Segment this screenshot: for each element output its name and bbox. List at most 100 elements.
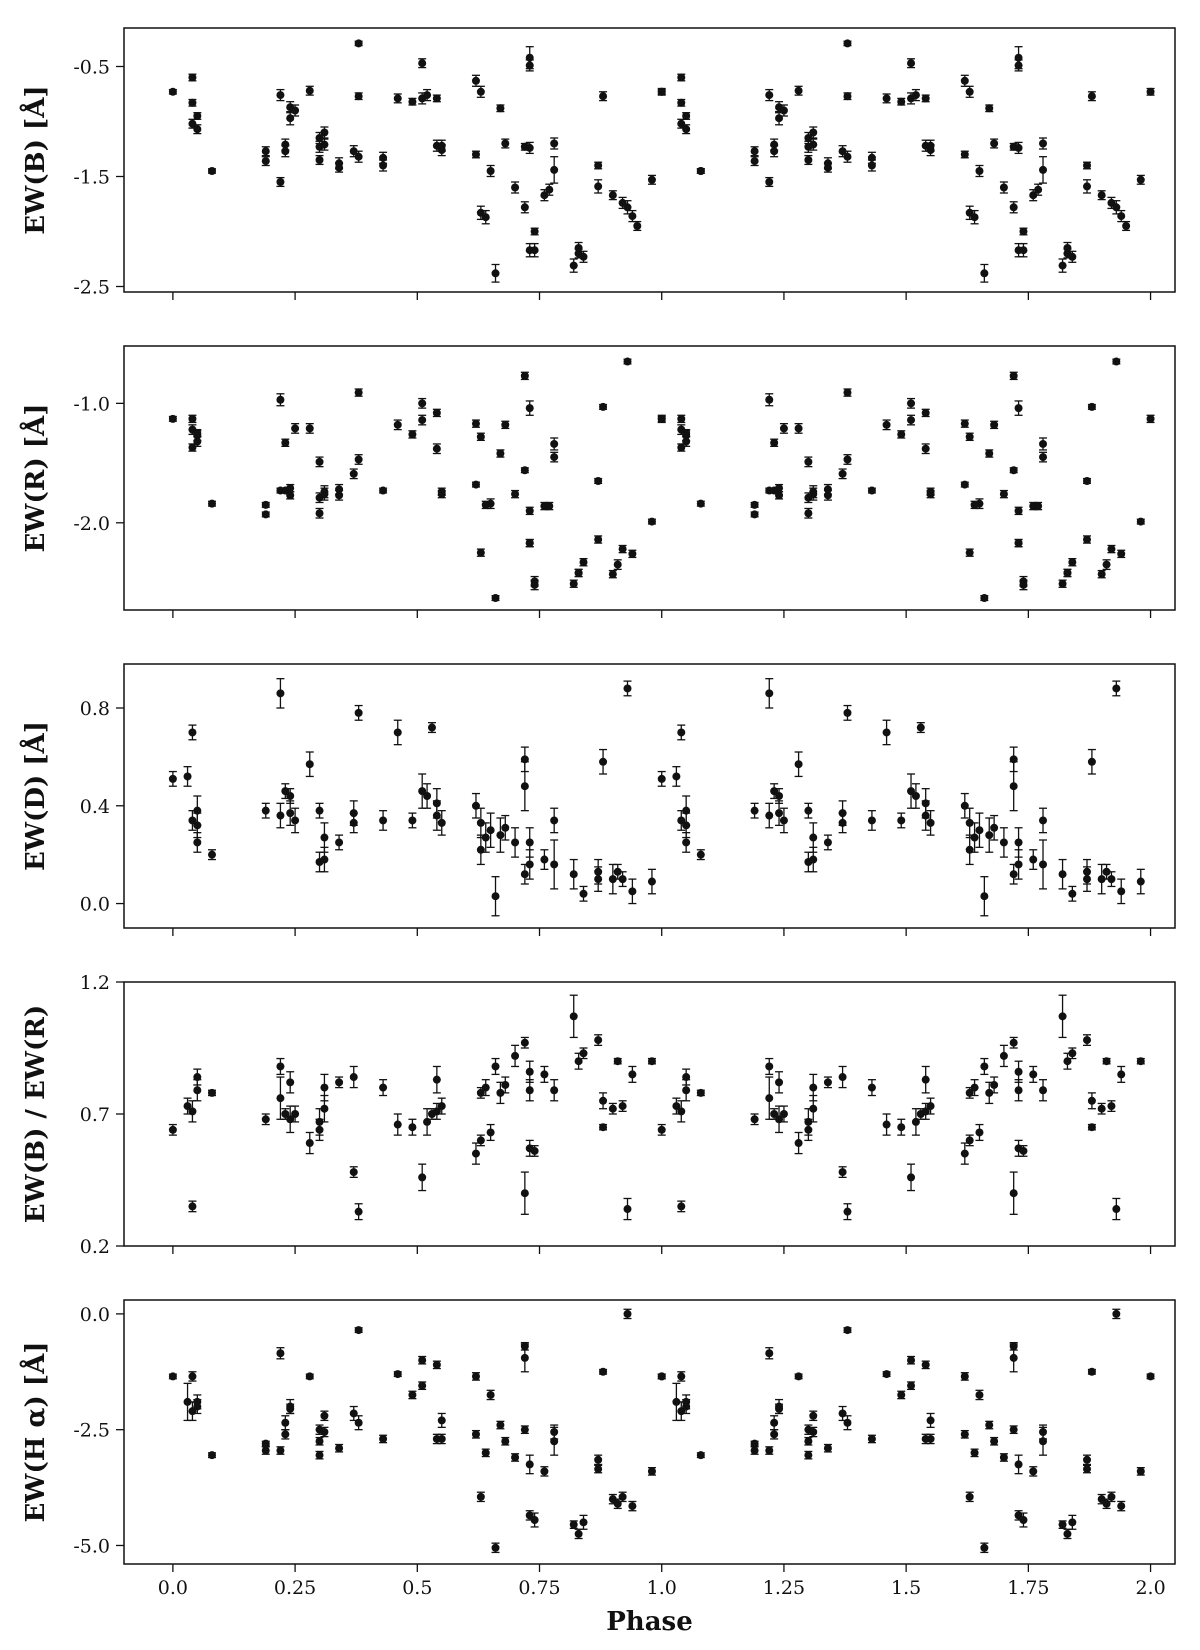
data-point xyxy=(569,994,578,1039)
marker xyxy=(1146,1372,1155,1381)
data-point xyxy=(476,432,485,442)
marker xyxy=(682,838,691,847)
marker xyxy=(354,455,363,464)
data-point xyxy=(633,220,642,232)
data-point xyxy=(281,1429,290,1440)
marker xyxy=(1019,577,1028,586)
marker xyxy=(188,816,197,825)
marker xyxy=(188,443,197,452)
data-point xyxy=(911,783,920,809)
data-point xyxy=(305,1372,314,1381)
marker xyxy=(569,1012,578,1021)
marker xyxy=(188,1107,197,1116)
marker xyxy=(286,491,295,500)
marker xyxy=(1107,1102,1116,1111)
data-point xyxy=(276,1347,285,1360)
data-point xyxy=(882,93,891,104)
data-point xyxy=(276,802,285,829)
marker xyxy=(1063,244,1072,252)
marker xyxy=(926,818,935,827)
marker xyxy=(916,723,925,732)
data-point xyxy=(926,1412,935,1429)
marker xyxy=(276,689,285,698)
marker xyxy=(770,1418,779,1427)
marker xyxy=(511,1051,520,1060)
data-point xyxy=(408,97,417,106)
data-point xyxy=(486,498,495,510)
marker xyxy=(188,1202,197,1211)
marker xyxy=(897,1390,906,1399)
marker xyxy=(1136,175,1145,184)
marker xyxy=(291,816,300,825)
data-point xyxy=(618,871,627,888)
data-point xyxy=(320,846,329,873)
marker xyxy=(682,125,691,134)
marker xyxy=(550,860,559,869)
marker xyxy=(1058,579,1067,588)
marker xyxy=(823,491,832,500)
marker xyxy=(437,1416,446,1425)
data-point xyxy=(628,878,637,905)
data-point xyxy=(550,839,559,890)
data-point xyxy=(599,748,608,775)
marker xyxy=(1014,143,1023,152)
marker xyxy=(393,420,402,429)
data-point xyxy=(750,500,759,509)
data-point xyxy=(907,58,916,69)
marker xyxy=(188,728,197,737)
marker xyxy=(315,134,324,142)
marker xyxy=(770,147,779,156)
marker xyxy=(408,1123,417,1132)
data-point xyxy=(1102,559,1111,571)
marker xyxy=(921,408,930,417)
data-point xyxy=(999,827,1008,858)
marker xyxy=(804,509,813,518)
marker xyxy=(594,161,603,170)
marker xyxy=(520,371,529,380)
data-point xyxy=(491,876,500,917)
marker xyxy=(1083,1036,1092,1045)
data-point xyxy=(520,1036,529,1049)
data-point xyxy=(486,1389,495,1401)
marker xyxy=(838,147,847,156)
marker xyxy=(550,165,559,174)
marker xyxy=(1009,870,1018,879)
data-point xyxy=(594,858,603,885)
data-point xyxy=(794,751,803,778)
marker xyxy=(315,1451,324,1460)
data-point xyxy=(960,150,969,159)
marker xyxy=(530,1516,539,1524)
data-point xyxy=(907,1163,916,1192)
marker xyxy=(471,480,480,489)
data-point xyxy=(574,568,583,578)
marker xyxy=(696,850,705,859)
data-point xyxy=(281,1415,290,1431)
data-point xyxy=(286,788,295,804)
data-point xyxy=(545,501,554,511)
data-point xyxy=(335,1076,344,1089)
marker xyxy=(286,809,295,818)
data-point xyxy=(471,74,480,87)
data-point xyxy=(471,419,480,428)
data-point xyxy=(423,783,432,809)
data-point xyxy=(843,704,852,721)
marker xyxy=(750,806,759,815)
marker xyxy=(623,684,632,693)
data-point xyxy=(418,773,427,809)
marker xyxy=(623,203,632,212)
marker xyxy=(335,1444,344,1453)
marker xyxy=(1068,252,1077,261)
marker xyxy=(608,191,617,200)
data-point xyxy=(520,466,529,475)
marker xyxy=(354,1418,363,1427)
data-point xyxy=(550,156,559,184)
marker xyxy=(960,419,969,428)
data-point xyxy=(1039,437,1048,451)
marker xyxy=(1112,1309,1121,1318)
data-point xyxy=(838,468,847,480)
data-point xyxy=(261,500,270,509)
y-tick-label: -5.0 xyxy=(73,1535,110,1557)
y-tick-label: -2.5 xyxy=(73,1420,110,1442)
marker xyxy=(647,517,656,526)
marker xyxy=(775,484,784,493)
